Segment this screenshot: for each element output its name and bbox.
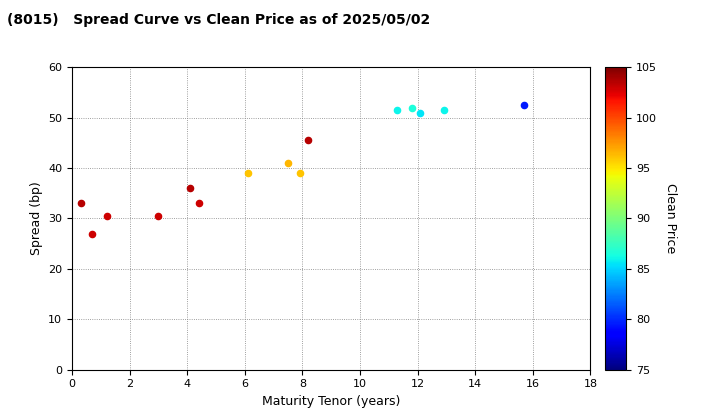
Point xyxy=(406,104,418,111)
Point xyxy=(302,137,314,144)
Point xyxy=(75,200,86,207)
Point xyxy=(153,213,164,219)
Point xyxy=(193,200,204,207)
Point xyxy=(282,160,294,166)
Point xyxy=(101,213,112,219)
Point xyxy=(86,230,98,237)
Text: (8015)   Spread Curve vs Clean Price as of 2025/05/02: (8015) Spread Curve vs Clean Price as of… xyxy=(7,13,431,26)
Point xyxy=(294,170,305,176)
Point xyxy=(242,170,253,176)
Point xyxy=(392,107,403,113)
Point xyxy=(518,102,530,108)
Point xyxy=(415,109,426,116)
Point xyxy=(184,185,196,192)
Point xyxy=(438,107,449,113)
X-axis label: Maturity Tenor (years): Maturity Tenor (years) xyxy=(262,395,400,408)
Y-axis label: Clean Price: Clean Price xyxy=(664,183,677,254)
Y-axis label: Spread (bp): Spread (bp) xyxy=(30,181,42,255)
